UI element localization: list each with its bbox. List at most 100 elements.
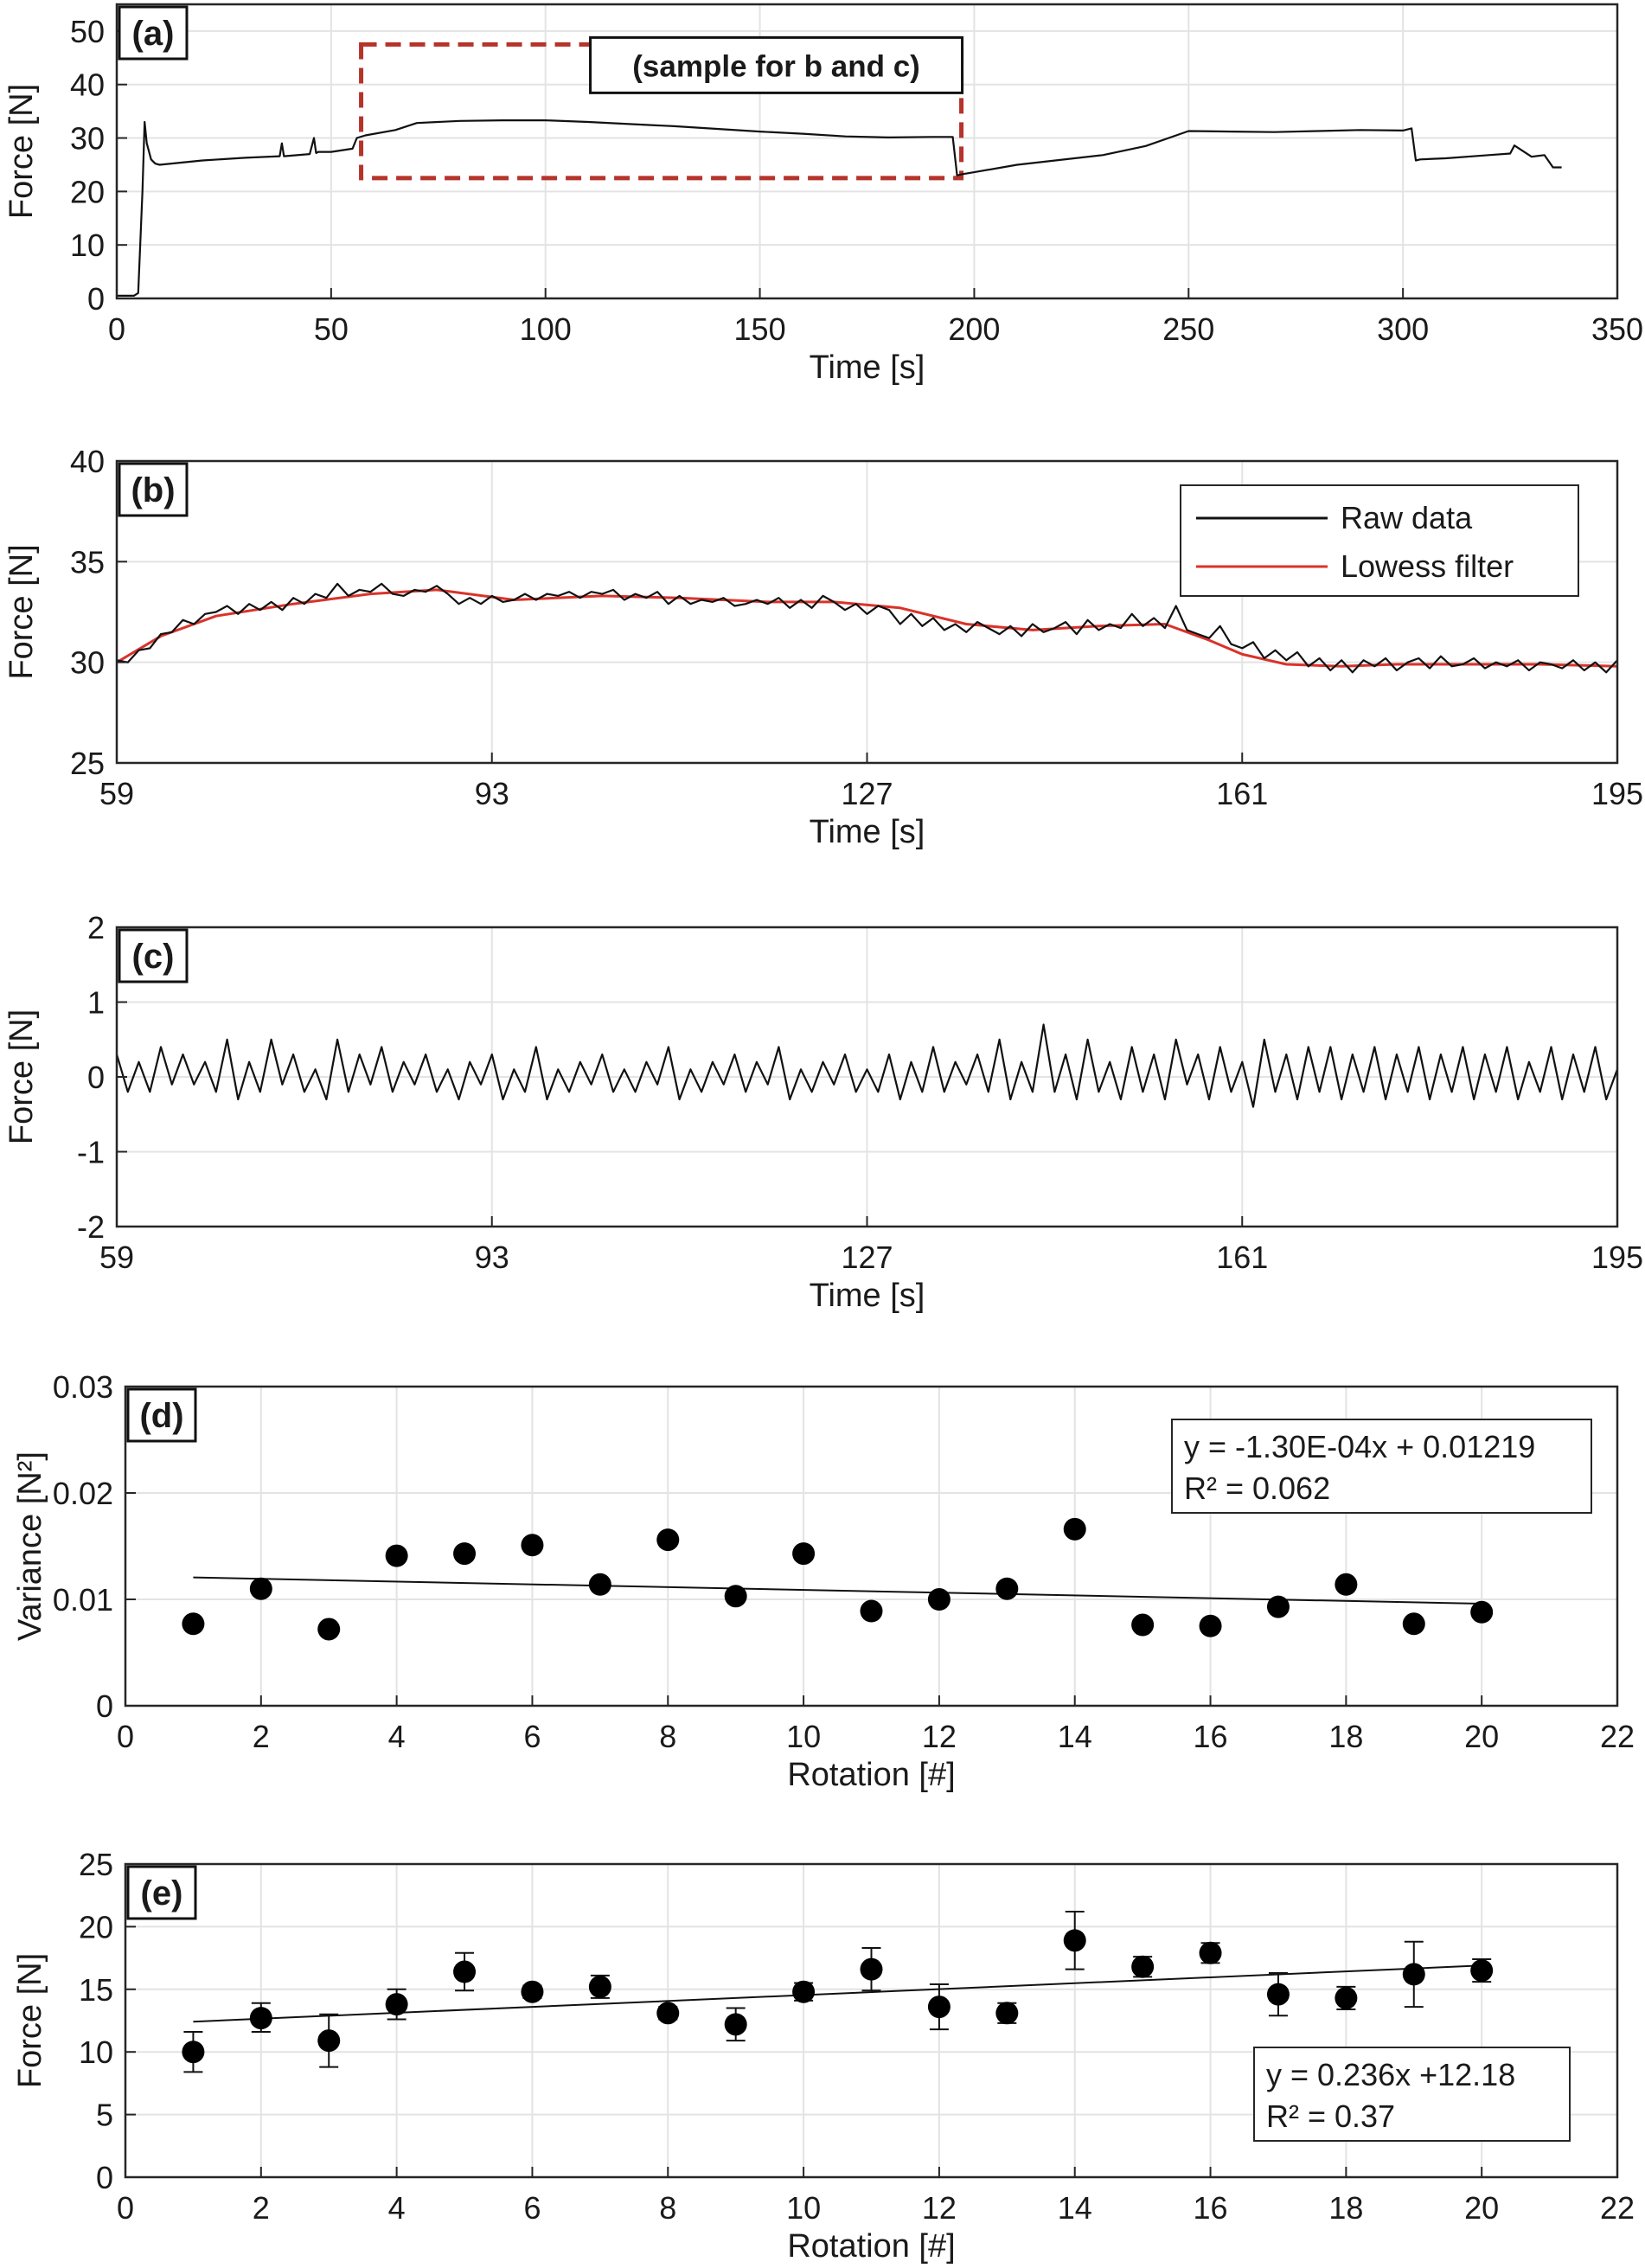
- x-tick-label: 0: [117, 1719, 134, 1754]
- y-tick-label: -1: [77, 1135, 105, 1170]
- legend-box: [1180, 484, 1579, 597]
- x-tick-label: 12: [922, 2190, 957, 2226]
- data-point: [927, 1588, 951, 1611]
- data-point: [724, 2013, 747, 2036]
- data-point: [588, 1573, 611, 1596]
- x-tick-label: 22: [1600, 1719, 1635, 1754]
- y-tick-label: 30: [70, 645, 105, 681]
- data-point: [1131, 1955, 1155, 1978]
- x-tick-label: 2: [253, 2190, 270, 2226]
- x-tick-label: 195: [1591, 1240, 1643, 1275]
- x-tick-label: 16: [1194, 2190, 1228, 2226]
- fit-r-squared: R² = 0.37: [1266, 2098, 1395, 2134]
- panel-tag: (e): [141, 1874, 183, 1912]
- data-point: [995, 2002, 1019, 2025]
- panel-b: 59 93 127 161 195 25 30 35 40 Time [s] Force [N] (b…: [3, 444, 1643, 850]
- data-point: [1402, 1963, 1425, 1986]
- x-tick-label: 8: [659, 2190, 676, 2226]
- data-point: [1402, 1612, 1425, 1636]
- data-point: [1335, 1573, 1358, 1596]
- legend-entry: Raw data: [1341, 500, 1473, 535]
- x-tick-label: 4: [388, 2190, 406, 2226]
- panel-a: 0 50 100 150 200 250 300 350 0 10 20 30 40 50 Time [s]…: [3, 3, 1643, 386]
- data-point: [927, 1996, 951, 2019]
- x-tick-label: 50: [314, 311, 349, 347]
- x-tick-label: 8: [659, 1719, 676, 1754]
- fit-equation-box: [1171, 1419, 1592, 1514]
- x-tick-label: 127: [841, 1240, 893, 1275]
- panel-c: 59 93 127 161 195 -2 -1 0 1 2 Time [s] Force [N] (c): [3, 910, 1643, 1314]
- x-tick-label: 195: [1591, 776, 1643, 811]
- series-line-force: [117, 119, 1562, 297]
- data-point: [1063, 1517, 1086, 1541]
- data-point: [249, 2007, 272, 2030]
- data-point: [1266, 1595, 1290, 1618]
- y-axis-label: Force [N]: [3, 84, 40, 219]
- x-tick-label: 2: [253, 1719, 270, 1754]
- fit-r-squared: R² = 0.062: [1184, 1470, 1330, 1506]
- panel-tag-box: [126, 1387, 197, 1443]
- y-tick-label: 20: [70, 174, 105, 209]
- data-point: [588, 1975, 611, 1998]
- panel-tag: (d): [139, 1397, 183, 1435]
- panel-tag-box: [118, 462, 189, 517]
- x-tick-label: 93: [475, 776, 509, 811]
- data-point: [995, 1577, 1019, 1600]
- data-point: [453, 1542, 477, 1566]
- axes-frame: [115, 3, 1619, 300]
- panel-tag: (b): [131, 471, 175, 509]
- annotation-box: [589, 35, 964, 94]
- data-point: [1266, 1983, 1290, 2006]
- y-axis-label: Force [N]: [12, 1953, 48, 2088]
- y-tick-label: 25: [70, 746, 105, 781]
- data-point: [182, 1612, 205, 1636]
- data-point: [385, 1544, 408, 1567]
- data-point: [317, 1618, 341, 1641]
- data-point: [792, 1542, 816, 1566]
- data-point: [656, 1528, 680, 1552]
- y-tick-label: 0: [87, 1060, 105, 1095]
- data-point: [521, 1534, 544, 1557]
- x-axis-label: Time [s]: [810, 814, 925, 850]
- y-tick-label: 10: [70, 227, 105, 263]
- x-tick-label: 20: [1464, 1719, 1499, 1754]
- data-point: [1470, 1959, 1494, 1983]
- y-tick-label: 0: [96, 2160, 113, 2195]
- y-tick-label: -2: [77, 1209, 105, 1245]
- x-axis-label: Time [s]: [810, 1278, 925, 1314]
- x-tick-label: 18: [1328, 1719, 1363, 1754]
- data-point: [1335, 1986, 1358, 2009]
- data-point: [860, 1957, 883, 1981]
- data-point: [656, 2002, 680, 2025]
- y-tick-label: 0.03: [53, 1369, 113, 1405]
- series-line-lowess-filter: [116, 588, 1618, 668]
- x-axis-label: Rotation [#]: [787, 2228, 955, 2265]
- x-tick-label: 100: [520, 311, 572, 347]
- y-tick-label: 0.02: [53, 1476, 113, 1511]
- panel-tag-box: [118, 928, 189, 983]
- y-tick-label: 2: [87, 910, 105, 945]
- fit-equation: y = -1.30E-04x + 0.01219: [1184, 1429, 1535, 1464]
- y-tick-label: 25: [79, 1847, 113, 1882]
- x-tick-label: 0: [117, 2190, 134, 2226]
- x-tick-label: 10: [786, 1719, 821, 1754]
- y-tick-label: 0: [87, 281, 105, 317]
- data-point: [1063, 1929, 1086, 1952]
- x-tick-label: 14: [1058, 1719, 1092, 1754]
- trend-line: [193, 1576, 1482, 1605]
- x-tick-label: 10: [786, 2190, 821, 2226]
- panel-tag: (c): [132, 938, 175, 976]
- x-tick-label: 14: [1058, 2190, 1092, 2226]
- x-tick-label: 127: [841, 776, 893, 811]
- x-tick-label: 0: [108, 311, 125, 347]
- y-tick-label: 20: [79, 1909, 113, 1944]
- y-tick-label: 0.01: [53, 1582, 113, 1618]
- x-tick-label: 6: [523, 1719, 541, 1754]
- panel-tag: (a): [132, 15, 175, 53]
- y-tick-label: 40: [70, 67, 105, 103]
- x-tick-label: 200: [948, 311, 1000, 347]
- data-point: [1470, 1600, 1494, 1624]
- axes-frame: [124, 1862, 1619, 2179]
- y-tick-label: 30: [70, 121, 105, 157]
